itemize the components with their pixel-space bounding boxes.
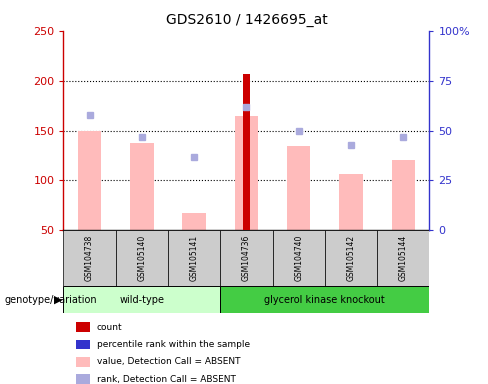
Text: GSM105144: GSM105144 [399, 235, 408, 281]
Bar [63, 230, 116, 286]
Bar [76, 323, 90, 332]
Bar [76, 374, 90, 384]
Text: ▶: ▶ [54, 295, 62, 305]
Text: glycerol kinase knockout: glycerol kinase knockout [264, 295, 385, 305]
Text: genotype/variation: genotype/variation [5, 295, 98, 305]
Text: GSM104738: GSM104738 [85, 235, 94, 281]
Text: count: count [97, 323, 122, 332]
Bar [220, 286, 429, 313]
Text: GSM105142: GSM105142 [346, 235, 356, 281]
Bar [76, 357, 90, 367]
Bar [287, 146, 310, 230]
Title: GDS2610 / 1426695_at: GDS2610 / 1426695_at [165, 13, 327, 27]
Bar [130, 142, 154, 230]
Text: GSM104736: GSM104736 [242, 235, 251, 281]
Bar [116, 230, 168, 286]
Bar [325, 230, 377, 286]
Text: rank, Detection Call = ABSENT: rank, Detection Call = ABSENT [97, 375, 236, 384]
Bar [235, 116, 258, 230]
Bar [220, 230, 273, 286]
Text: GSM104740: GSM104740 [294, 235, 303, 281]
Text: GSM105140: GSM105140 [137, 235, 146, 281]
Text: GSM105141: GSM105141 [190, 235, 199, 281]
Text: wild-type: wild-type [120, 295, 164, 305]
Bar [391, 159, 415, 230]
Bar [339, 174, 363, 230]
Bar [78, 131, 102, 230]
Bar [244, 74, 249, 230]
Bar [168, 230, 220, 286]
Bar [76, 340, 90, 349]
Text: value, Detection Call = ABSENT: value, Detection Call = ABSENT [97, 358, 240, 366]
Text: percentile rank within the sample: percentile rank within the sample [97, 340, 250, 349]
Bar [273, 230, 325, 286]
Bar [183, 214, 206, 230]
Bar [63, 286, 220, 313]
Bar [377, 230, 429, 286]
